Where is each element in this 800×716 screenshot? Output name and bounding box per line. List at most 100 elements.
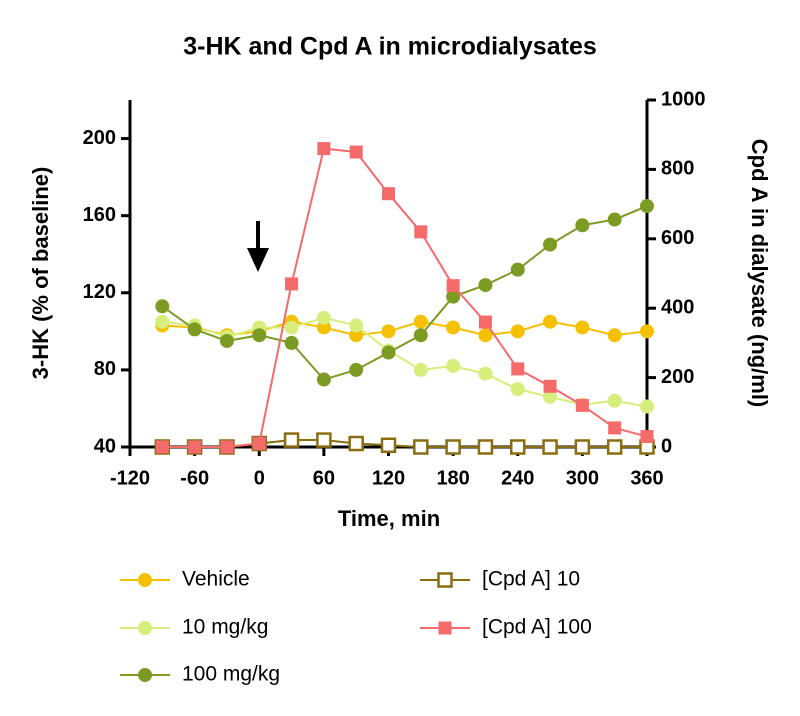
marker <box>510 439 526 455</box>
legend-label: [Cpd A] 10 <box>482 568 580 591</box>
legend-marker <box>138 668 152 682</box>
marker <box>478 328 493 343</box>
marker <box>574 439 591 455</box>
marker <box>543 237 558 252</box>
y-tick-label: 120 <box>83 281 116 303</box>
marker <box>413 362 428 377</box>
x-tick-label: 360 <box>630 467 663 489</box>
series-line <box>162 316 648 408</box>
legend-label: Vehicle <box>182 568 250 591</box>
x-tick-label: 120 <box>372 467 405 489</box>
marker <box>155 440 169 454</box>
marker <box>478 278 493 293</box>
marker <box>155 314 170 329</box>
marker <box>349 328 364 343</box>
marker <box>510 382 525 397</box>
marker <box>382 187 395 201</box>
marker <box>606 439 623 455</box>
marker <box>607 393 622 408</box>
y2-tick-label: 200 <box>661 366 694 388</box>
marker <box>542 439 558 455</box>
x-tick-label: 240 <box>501 467 534 489</box>
marker <box>380 437 397 454</box>
marker <box>252 328 267 343</box>
marker <box>640 324 654 339</box>
series-line <box>162 320 648 337</box>
legend-label: [Cpd A] 100 <box>482 616 592 639</box>
marker <box>607 212 622 227</box>
marker <box>316 310 331 325</box>
marker <box>510 262 525 277</box>
x-tick-label: -60 <box>180 467 209 489</box>
marker <box>349 145 363 159</box>
x-tick-label: 300 <box>566 467 599 489</box>
marker <box>446 289 461 304</box>
y2-axis-title: Cpd A in dialysate (ng/ml) <box>747 139 772 408</box>
legend-label: 100 mg/kg <box>182 663 280 686</box>
marker <box>316 432 332 448</box>
marker <box>446 279 460 293</box>
marker <box>478 366 493 381</box>
marker <box>511 362 525 376</box>
marker <box>219 333 234 348</box>
marker <box>575 218 590 233</box>
marker <box>349 362 364 377</box>
y2-tick-label: 0 <box>661 435 672 457</box>
marker <box>252 437 266 451</box>
marker <box>187 322 202 337</box>
y-tick-label: 200 <box>83 127 116 149</box>
marker <box>510 324 525 339</box>
legend-marker <box>437 572 453 588</box>
marker <box>640 199 654 214</box>
marker <box>640 399 654 414</box>
y-tick-label: 80 <box>94 358 116 380</box>
marker <box>381 324 396 339</box>
marker <box>607 328 622 343</box>
marker <box>283 432 300 448</box>
marker <box>316 320 331 335</box>
marker <box>413 314 428 329</box>
legend-marker <box>138 573 152 587</box>
marker <box>220 440 234 454</box>
arrow <box>247 221 269 272</box>
y2-tick-label: 400 <box>661 296 694 318</box>
marker <box>446 320 461 335</box>
marker <box>575 398 589 412</box>
marker <box>543 379 557 393</box>
series-line <box>162 147 648 448</box>
marker <box>413 439 429 455</box>
marker <box>284 320 299 335</box>
marker <box>477 439 494 455</box>
chart-title: 3-HK and Cpd A in microdialysates <box>183 33 597 61</box>
y2-tick-label: 1000 <box>661 88 706 110</box>
marker <box>543 314 558 329</box>
y2-tick-label: 800 <box>661 158 694 180</box>
marker <box>188 440 202 454</box>
marker <box>316 372 331 387</box>
marker <box>543 389 558 404</box>
legend-label: 10 mg/kg <box>182 616 268 639</box>
marker <box>608 421 622 435</box>
x-tick-label: -120 <box>110 467 150 489</box>
marker <box>348 435 364 452</box>
marker <box>640 430 654 444</box>
marker <box>285 277 299 291</box>
y-axis-title: 3-HK (% of baseline) <box>28 167 53 380</box>
marker <box>575 320 590 335</box>
series-line <box>161 205 648 381</box>
marker <box>155 299 170 314</box>
marker <box>349 318 364 333</box>
marker <box>381 345 396 360</box>
y-tick-label: 40 <box>94 435 116 457</box>
marker <box>284 335 299 350</box>
marker <box>478 315 492 329</box>
marker <box>414 225 428 239</box>
marker <box>445 439 461 455</box>
legend-marker <box>438 621 452 635</box>
marker <box>413 328 428 343</box>
x-tick-label: 60 <box>313 467 335 489</box>
marker <box>446 359 461 374</box>
x-tick-label: 180 <box>436 467 469 489</box>
y-tick-label: 160 <box>83 204 116 226</box>
